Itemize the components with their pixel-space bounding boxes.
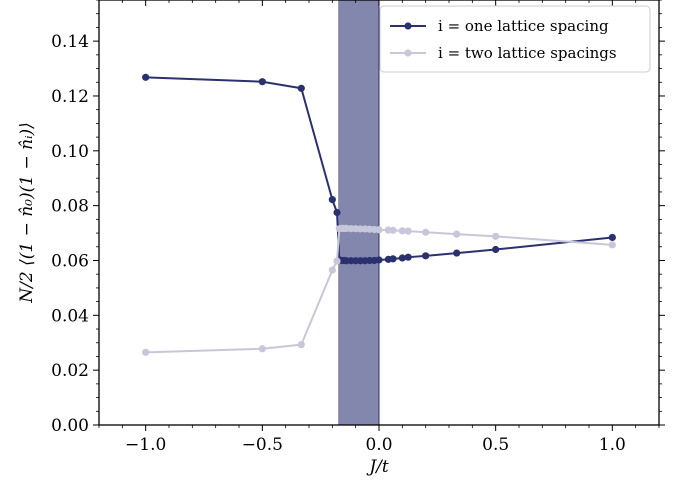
shaded-region [338, 0, 379, 425]
series-2-point-4 [328, 266, 336, 274]
x-axis-label: J/t [366, 457, 389, 477]
series-1-point-23 [492, 245, 500, 254]
y-tick-label: 0.04 [51, 306, 89, 326]
series-1-point-5 [333, 208, 341, 217]
y-tick-label: 0.06 [51, 251, 89, 271]
series-1-point-16 [375, 256, 383, 264]
series-1-point-3 [297, 84, 305, 92]
series-1-point-1 [142, 73, 150, 81]
series-2-point-18 [389, 226, 397, 234]
y-tick-label: 0.12 [51, 87, 89, 107]
series-1-point-18 [389, 255, 397, 263]
x-tick-label: 0.5 [482, 435, 509, 455]
series-1-point-20 [404, 253, 412, 261]
series-1-point-24 [608, 233, 616, 242]
y-tick-label: 0.02 [51, 361, 89, 381]
y-tick-label: 0.00 [51, 416, 89, 436]
series-2-point-5 [333, 257, 341, 265]
series-2-point-2 [258, 345, 266, 353]
x-tick-label: −1.0 [125, 435, 166, 455]
series-2-point-21 [422, 228, 430, 236]
legend-box [379, 5, 651, 73]
series-2-point-23 [492, 232, 500, 240]
y-tick-label: 0.10 [51, 142, 89, 162]
series-2-point-1 [142, 348, 150, 356]
series-2-point-3 [297, 341, 305, 349]
series-2-point-16 [375, 226, 383, 234]
legend-marker-2 [404, 49, 412, 57]
series-1-point-19 [398, 254, 406, 262]
series-1-point-22 [453, 249, 461, 257]
legend-marker-1 [404, 22, 412, 30]
series-1-point-21 [422, 252, 430, 260]
y-tick-label: 0.08 [51, 197, 89, 217]
series-2-point-22 [453, 230, 461, 238]
x-tick-label: 0.0 [365, 435, 392, 455]
plot-area: −1.0 −0.5 0.0 0.5 1.0 0.00 0.02 0.04 0.06 0.08 0.1… [17, 0, 665, 477]
series-1-point-2 [258, 78, 266, 86]
x-tick-label: −0.5 [242, 435, 283, 455]
legend-entry-2: i = two lattice spacings [438, 44, 617, 62]
series-2-point-24 [608, 241, 616, 249]
y-axis-label: N/2 ⟨(1 − n̂₀)(1 − n̂ᵢ)⟩ [17, 122, 37, 303]
series-2-point-19 [398, 227, 406, 235]
series-2-point-20 [404, 227, 412, 235]
series-1-point-4 [328, 196, 336, 204]
y-tick-label: 0.14 [51, 32, 89, 52]
legend: i = one lattice spacing i = two lattice s… [379, 5, 651, 73]
legend-entry-1: i = one lattice spacing [438, 17, 609, 35]
x-tick-label: 1.0 [599, 435, 626, 455]
